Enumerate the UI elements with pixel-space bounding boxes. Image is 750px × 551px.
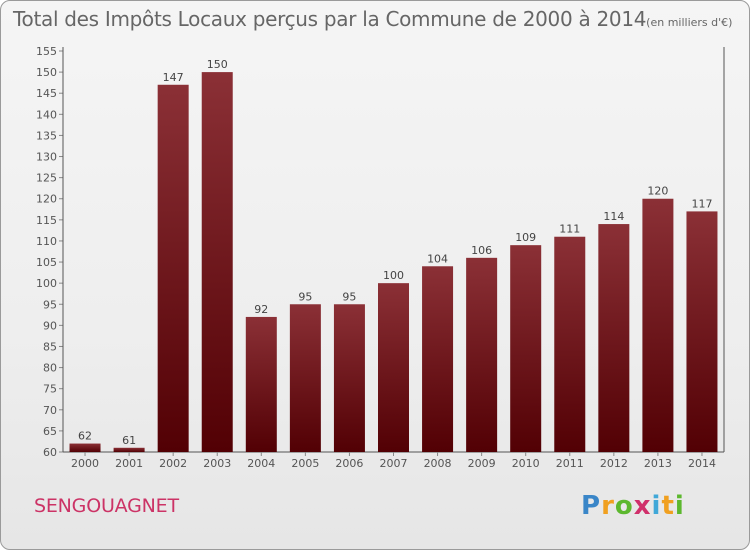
x-tick-label: 2012 — [600, 457, 628, 470]
bar-2014 — [686, 211, 718, 452]
bar-value-label: 61 — [122, 434, 136, 447]
y-tick-label: 135 — [36, 129, 57, 142]
y-tick-label: 70 — [43, 404, 57, 417]
y-tick-label: 60 — [43, 446, 57, 459]
y-tick-label: 105 — [36, 256, 57, 269]
chart-title: Total des Impôts Locaux perçus par la Co… — [13, 7, 732, 31]
bar-2000 — [69, 443, 101, 452]
commune-name: SENGOUAGNET — [34, 495, 179, 517]
y-tick-label: 75 — [43, 383, 57, 396]
bar-value-label: 150 — [207, 58, 228, 71]
x-tick-label: 2000 — [71, 457, 99, 470]
bar-2006 — [333, 304, 365, 452]
y-tick-label: 115 — [36, 214, 57, 227]
x-tick-label: 2008 — [424, 457, 452, 470]
y-tick-label: 155 — [36, 45, 57, 58]
x-tick-label: 2007 — [380, 457, 408, 470]
x-tick-label: 2001 — [115, 457, 143, 470]
bar-2010 — [510, 245, 542, 452]
x-tick-label: 2010 — [512, 457, 540, 470]
y-tick-label: 90 — [43, 319, 57, 332]
y-tick-label: 65 — [43, 425, 57, 438]
y-tick-label: 100 — [36, 277, 57, 290]
bar-value-label: 104 — [427, 252, 448, 265]
chart-title-text: Total des Impôts Locaux perçus par la Co… — [13, 7, 647, 31]
bar-value-label: 147 — [163, 71, 184, 84]
bar-2013 — [642, 198, 674, 452]
bar-2003 — [201, 72, 233, 453]
bar-value-label: 111 — [559, 223, 580, 236]
bar-value-label: 100 — [383, 269, 404, 282]
x-tick-label: 2009 — [468, 457, 496, 470]
bar-2008 — [422, 266, 454, 452]
bar-2009 — [466, 257, 498, 452]
y-tick-label: 140 — [36, 108, 57, 121]
x-tick-label: 2005 — [291, 457, 319, 470]
bar-2012 — [598, 224, 630, 452]
chart-unit-text: (en milliers d'€) — [646, 16, 733, 29]
x-tick-label: 2004 — [247, 457, 275, 470]
bar-2002 — [157, 84, 189, 452]
y-tick-label: 80 — [43, 362, 57, 375]
bar-value-label: 95 — [298, 290, 312, 303]
x-tick-label: 2011 — [556, 457, 584, 470]
x-tick-label: 2014 — [688, 457, 716, 470]
bar-value-label: 106 — [471, 244, 492, 257]
x-tick-label: 2006 — [335, 457, 363, 470]
x-tick-label: 2013 — [644, 457, 672, 470]
bar-value-label: 114 — [603, 210, 624, 223]
bar-2011 — [554, 236, 586, 452]
y-tick-label: 120 — [36, 193, 57, 206]
y-tick-label: 130 — [36, 151, 57, 164]
y-tick-label: 125 — [36, 172, 57, 185]
bar-2007 — [378, 283, 409, 452]
bar-value-label: 117 — [691, 197, 712, 210]
bar-value-label: 109 — [515, 231, 536, 244]
bar-2005 — [289, 304, 321, 452]
bar-value-label: 120 — [647, 185, 668, 198]
x-tick-label: 2002 — [159, 457, 187, 470]
y-tick-label: 145 — [36, 87, 57, 100]
bar-2001 — [113, 447, 145, 452]
y-tick-label: 85 — [43, 340, 57, 353]
y-tick-label: 150 — [36, 66, 57, 79]
y-tick-label: 110 — [36, 235, 57, 248]
bar-value-label: 95 — [342, 290, 356, 303]
x-tick-label: 2003 — [203, 457, 231, 470]
bar-2004 — [245, 316, 277, 452]
y-tick-label: 95 — [43, 298, 57, 311]
proxiti-logo: Proxiti — [581, 491, 685, 521]
bar-value-label: 62 — [78, 430, 92, 443]
bar-value-label: 92 — [254, 303, 268, 316]
